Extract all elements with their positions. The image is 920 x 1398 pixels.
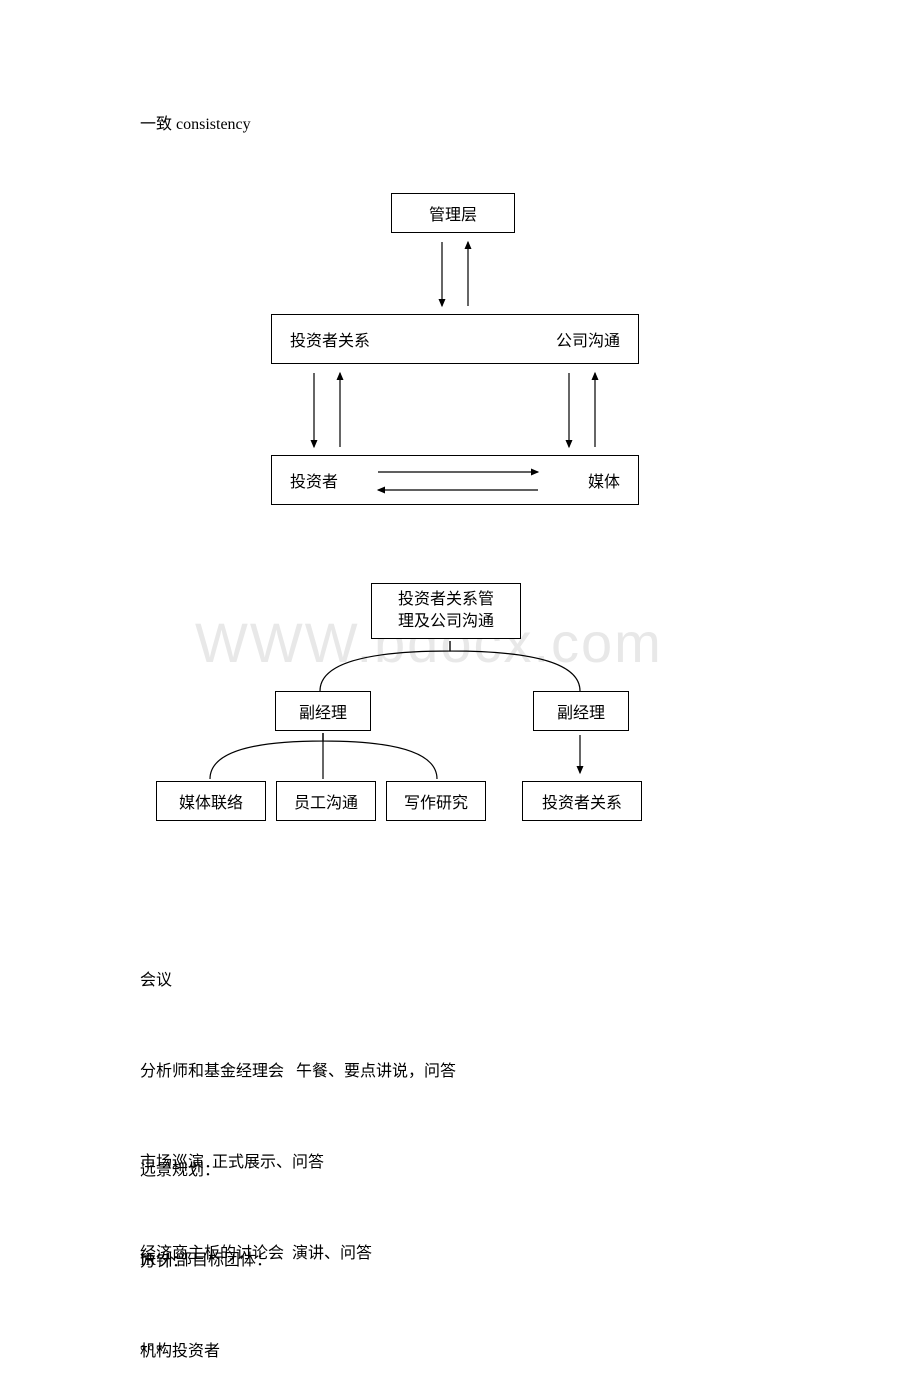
tb1-l2: 分析师和基金经理会 午餐、要点讲说，问答 <box>140 1057 456 1087</box>
d2-node-l2-left: 副经理 <box>275 691 371 731</box>
d2-node-l2-right: 副经理 <box>533 691 629 731</box>
d1-arrows-mid-botleft <box>302 365 362 455</box>
tb1-l1: 会议 <box>140 966 456 996</box>
d2-brace-left <box>155 731 495 786</box>
d2-arrow-right <box>565 731 595 781</box>
tb3-l2: 机构投资者 <box>140 1337 272 1367</box>
d2-leaf4-label: 投资者关系 <box>542 789 622 813</box>
tb3-l1: IR 外部目标团体： <box>140 1246 272 1276</box>
d2-root-line1: 投资者关系管 <box>398 589 494 611</box>
d2-leaf-investor: 投资者关系 <box>522 781 642 821</box>
d2-l2-left-label: 副经理 <box>299 699 347 723</box>
d1-node-management: 管理层 <box>391 193 515 233</box>
tb2-l1: 远景规划： <box>140 1156 220 1186</box>
d1-bot-right-label: 媒体 <box>588 468 620 492</box>
d2-root-line2: 理及公司沟通 <box>398 611 494 633</box>
d2-brace-root <box>260 639 640 699</box>
d2-l2-right-label: 副经理 <box>557 699 605 723</box>
text-block-ir-target: IR 外部目标团体： 机构投资者 <box>140 1185 272 1398</box>
d1-bot-left-label: 投资者 <box>290 468 338 492</box>
d1-mid-right-label: 公司沟通 <box>556 327 620 351</box>
d2-leaf-writing: 写作研究 <box>386 781 486 821</box>
d2-leaf-employee: 员工沟通 <box>276 781 376 821</box>
d2-leaf2-label: 员工沟通 <box>294 789 358 813</box>
d2-leaf3-label: 写作研究 <box>404 789 468 813</box>
page-title: 一致 consistency <box>140 110 251 134</box>
d2-leaf1-label: 媒体联络 <box>179 789 243 813</box>
d2-node-root: 投资者关系管 理及公司沟通 <box>371 583 521 639</box>
d1-node-ir-comm: 投资者关系 公司沟通 <box>271 314 639 364</box>
d1-mid-left-label: 投资者关系 <box>290 327 370 351</box>
d2-leaf-media: 媒体联络 <box>156 781 266 821</box>
d1-node-management-label: 管理层 <box>429 201 477 225</box>
d1-arrows-top-mid <box>430 234 490 314</box>
d1-arrows-horizontal <box>370 460 550 500</box>
d1-arrows-mid-botright <box>557 365 617 455</box>
